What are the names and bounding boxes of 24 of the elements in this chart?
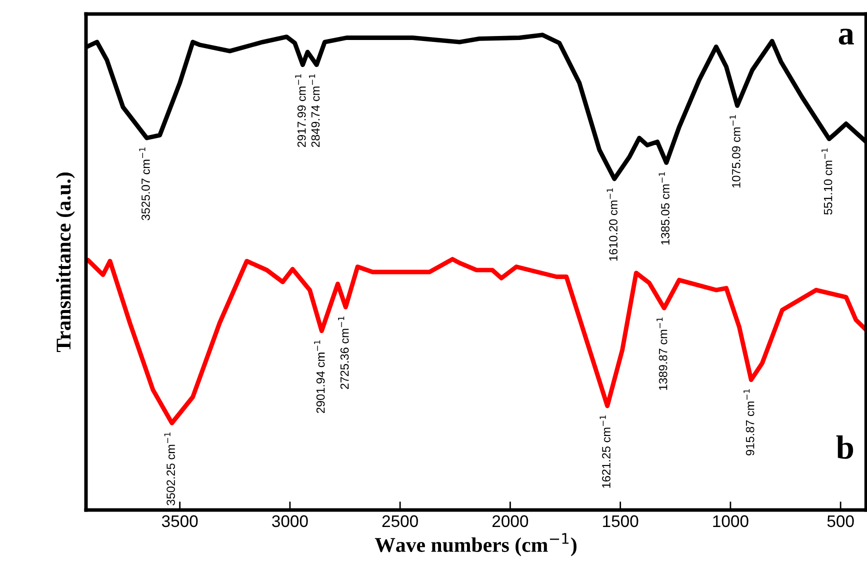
annotation: 2917.99 cm$^{−1}$ xyxy=(295,74,306,147)
annotation: 3502.25 cm$^{−1}$ xyxy=(164,432,175,506)
x-tick-label: 2000 xyxy=(492,515,528,528)
annotation: 2849.74 cm$^{−1}$ xyxy=(309,74,320,147)
x-tick-label: 2500 xyxy=(382,515,418,528)
x-tick-label: 3000 xyxy=(272,515,308,528)
annotation: 915.87 cm$^{−1}$ xyxy=(744,389,754,456)
annotation: 1385.05 cm$^{−1}$ xyxy=(658,172,670,245)
annotation: 3525.07 cm$^{−1}$ xyxy=(139,147,150,220)
x-tick-label: 1000 xyxy=(713,515,748,528)
x-axis-title: Wave numbers (cm$^{−1}$) xyxy=(374,533,576,556)
x-tick-label: 500 xyxy=(827,515,854,528)
annotation: b xyxy=(836,435,854,459)
annotation: 551.10 cm$^{−1}$ xyxy=(822,148,832,215)
x-tick-label: 3500 xyxy=(162,515,198,528)
annotation: 2901.94 cm$^{−1}$ xyxy=(314,340,325,414)
y-axis-title: Transmittance (a.u.) xyxy=(56,172,75,352)
annotation: 1621.25 cm$^{−1}$ xyxy=(600,415,610,488)
annotation: 1389.87 cm$^{−1}$ xyxy=(656,318,668,390)
annotation: a xyxy=(838,28,854,45)
x-tick-label: 1500 xyxy=(603,515,638,528)
annotation: 1610.20 cm$^{−1}$ xyxy=(606,188,618,261)
annotation: 1075.09 cm$^{−1}$ xyxy=(730,115,740,188)
annotation: 2725.36 cm$^{−1}$ xyxy=(338,316,349,390)
